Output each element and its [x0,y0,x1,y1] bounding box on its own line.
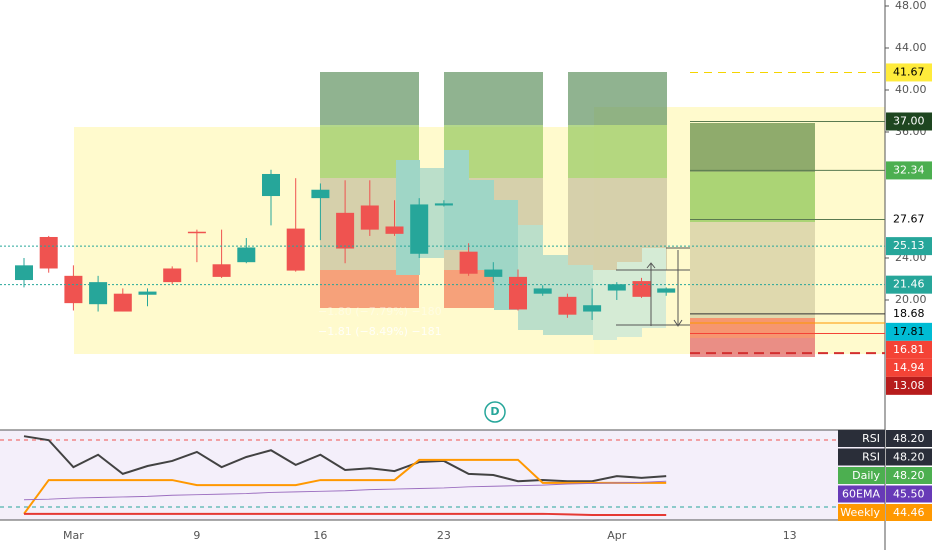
price-label: 25.13 [893,239,925,252]
price-label: 32.34 [893,163,925,176]
candle-body [459,251,478,274]
rsi-name-bg [838,467,885,484]
rsi-value-bg [886,430,932,447]
candle-body [385,226,404,234]
candle-body [434,203,453,206]
rsi-value: 48.20 [893,432,925,445]
candle-body [89,282,108,305]
price-label: 16.81 [893,343,925,356]
rsi-pane [0,429,885,521]
candle-body [187,231,206,234]
price-label-bg [886,304,932,323]
price-label-bg [886,340,932,359]
price-label-bg [886,161,932,180]
price-label-bg [886,63,932,82]
annotation: −1.81 (−8.49%) −181 [318,325,442,338]
price-label-bg [886,112,932,131]
price-label-bg [886,275,932,294]
price-label-bg [886,210,932,229]
rsi-value: 48.20 [893,469,925,482]
rsi-value-bg [886,504,932,521]
rsi-value: 48.20 [893,451,925,464]
candle-body [138,291,157,295]
candle-body [64,275,83,304]
candle-body [607,284,626,291]
price-label: 18.68 [893,307,925,320]
rsi-line [23,480,667,501]
y-tick-label: 48.00 [895,0,927,12]
rsi-name: 60EMA [842,488,880,501]
candle-body [558,296,577,315]
x-tick-label: 16 [313,529,327,542]
price-label-bg [886,376,932,395]
candle-body [657,288,676,293]
rsi-line [23,458,667,515]
candle-body [583,305,602,312]
rsi-line [24,512,667,516]
rsi-name: Weekly [840,506,880,519]
rsi-value-bg [886,485,932,503]
price-label: 37.00 [893,114,925,127]
candle-body [262,173,280,197]
candle-body [286,228,305,271]
candle-body [484,269,503,277]
rsi-name: RSI [862,451,880,464]
candle-body [533,288,552,294]
annotation: −1.80 (−7.79%) −180 [318,305,442,318]
rsi-name-bg [838,430,885,447]
candle-body [39,236,58,269]
price-label-bg [886,237,932,256]
candle-body [410,204,429,254]
candle-body [212,264,231,277]
candle-body [237,247,256,263]
candle-body [509,276,527,310]
price-label: 27.67 [893,212,925,225]
price-label: 17.81 [893,325,925,338]
x-tick-label: 9 [193,529,200,542]
rsi-value-bg [886,467,932,484]
rsi-value: 45.50 [893,488,925,501]
rsi-name: Daily [852,469,880,482]
price-label: 13.08 [893,379,925,392]
candle-body [360,205,379,230]
rsi-name-bg [838,448,885,466]
interval-marker: D [484,401,506,423]
rsi-name-bg [838,485,885,503]
interval-label: D [490,405,499,418]
rsi-line [23,435,667,483]
rsi-name: RSI [862,432,880,445]
candle-body [311,189,330,199]
rsi-name-bg [838,504,885,521]
price-label: 14.94 [893,361,925,374]
y-tick-label: 44.00 [895,41,927,54]
price-label-bg [886,358,932,377]
rsi-value-bg [886,448,932,466]
y-tick-label: 20.00 [895,293,927,306]
candle-body [632,281,651,297]
rsi-value: 44.46 [893,506,925,519]
x-tick-label: Mar [63,529,84,542]
price-label-bg [886,322,932,341]
candle-body [113,293,132,312]
x-tick-label: Apr [607,529,627,542]
candle-body [336,212,355,249]
price-label: 41.67 [893,65,925,78]
price-label: 21.46 [893,278,925,291]
candle-body [15,265,33,281]
x-tick-label: 23 [437,529,451,542]
candle-body [163,268,182,283]
x-tick-label: 13 [783,529,797,542]
y-tick-label: 40.00 [895,83,927,96]
